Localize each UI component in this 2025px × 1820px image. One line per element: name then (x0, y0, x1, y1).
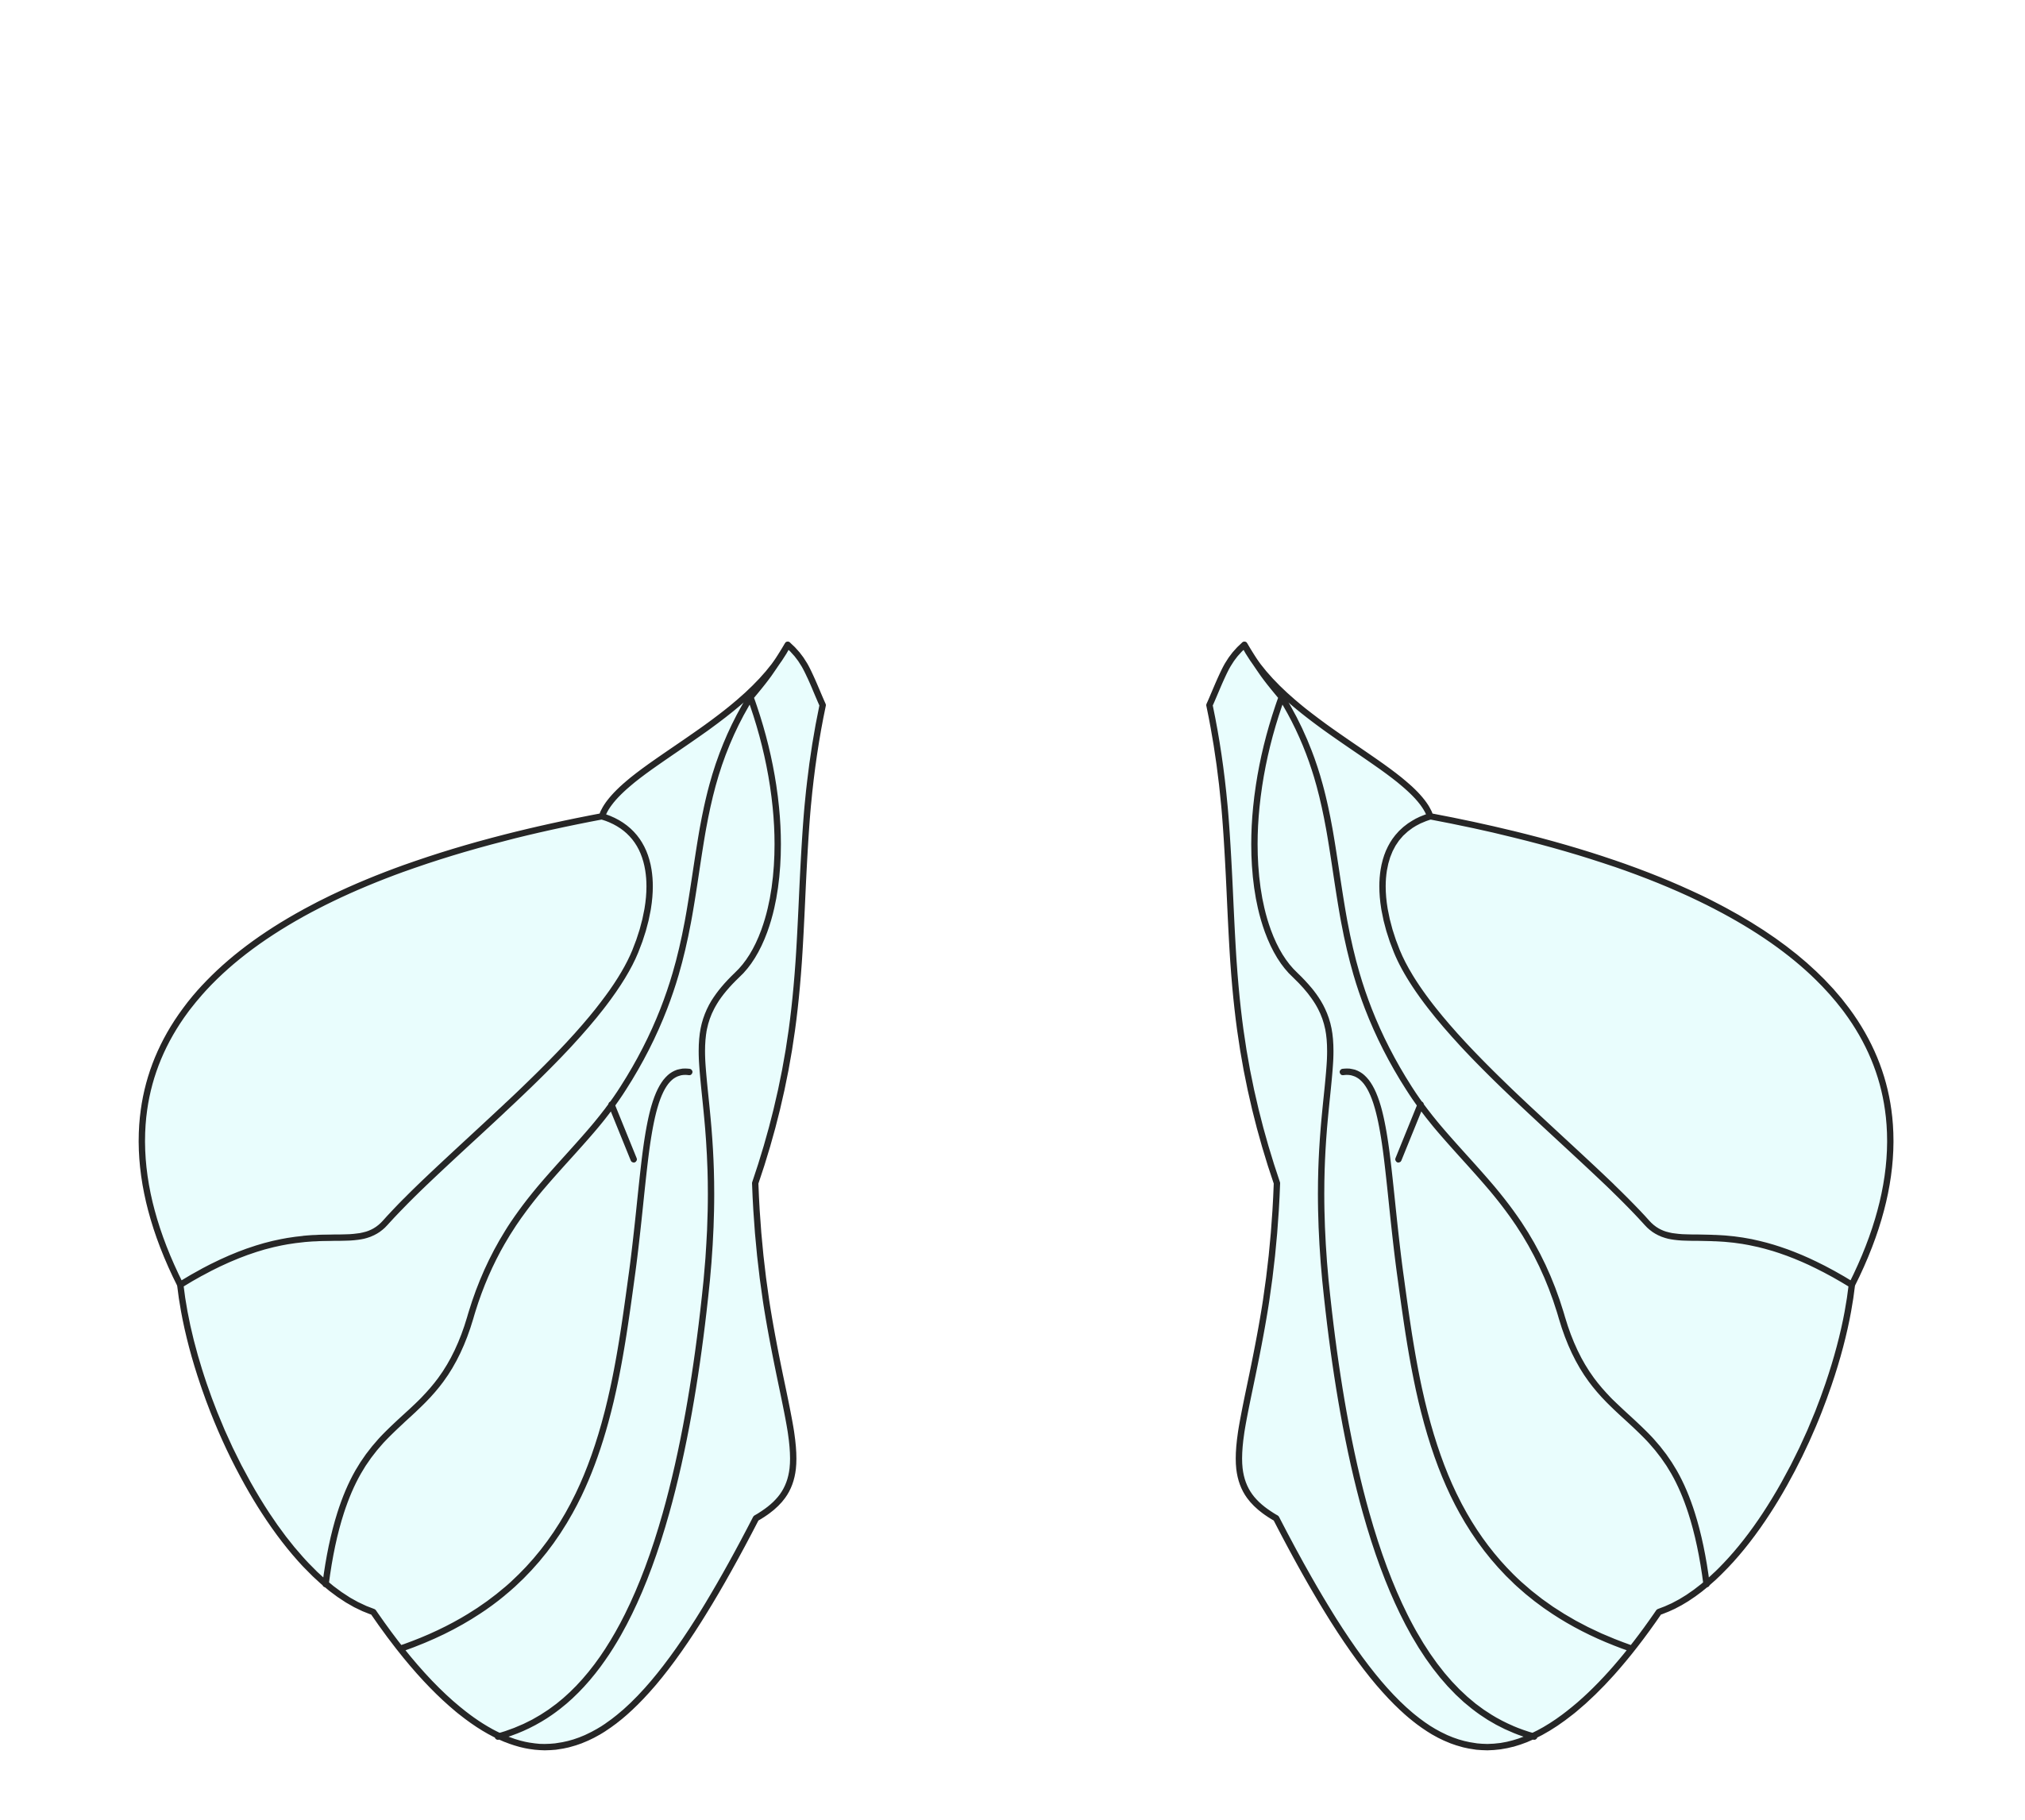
right-wing-vein-3 (1251, 694, 1537, 1740)
left-wing-vein-2 (322, 694, 754, 1587)
right-wing-vein-1 (1379, 813, 1855, 1288)
right-wing-vein-5 (1395, 1101, 1424, 1163)
right-wing-icon (1206, 642, 1894, 1751)
left-wing-vein-5 (608, 1101, 637, 1163)
left-wing-outline (138, 642, 826, 1751)
left-wing-vein-6 (747, 642, 791, 700)
right-wing-vein-6 (1241, 642, 1285, 700)
left-wing-vein-4 (398, 1068, 692, 1652)
right-wing-outline (1206, 642, 1894, 1751)
left-wing-vein-1 (177, 813, 653, 1288)
left-wing-vein-3 (495, 694, 781, 1740)
right-wing-vein-2 (1279, 694, 1710, 1587)
left-wing-icon (138, 642, 826, 1751)
right-wing-vein-4 (1340, 1068, 1634, 1652)
